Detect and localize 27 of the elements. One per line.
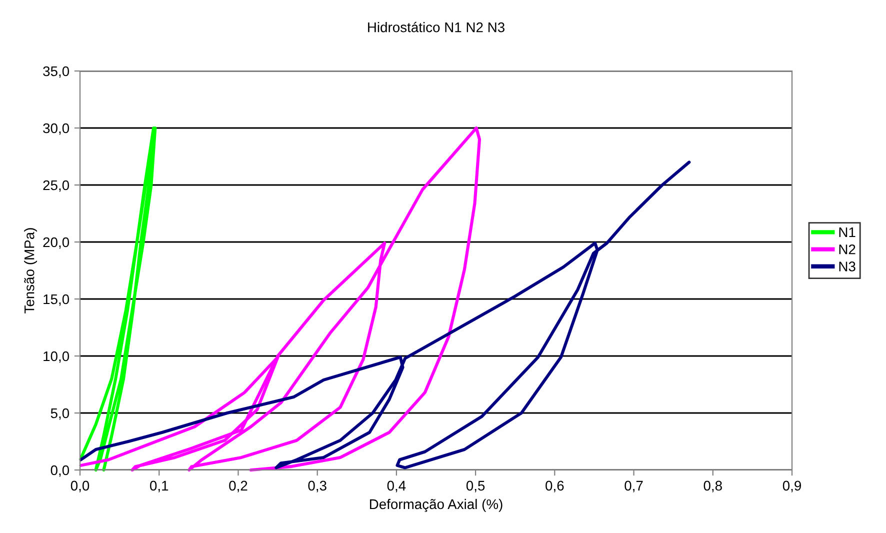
x-tick-label: 0,5 [466, 480, 485, 492]
y-axis-title: Tensão (MPa) [24, 228, 37, 314]
x-tick-label: 0,4 [387, 480, 406, 492]
chart-title: Hidrostático N1 N2 N3 [368, 22, 504, 32]
legend-label: N3 [839, 262, 856, 272]
line-series [79, 160, 691, 470]
y-tick-label: 30,0 [43, 123, 70, 135]
x-tick-label: 0,0 [70, 480, 90, 492]
line-series [79, 126, 157, 472]
legend-label: N1 [839, 227, 856, 238]
y-tick-label: 5,0 [50, 408, 70, 420]
y-tick-label: 10,0 [44, 351, 70, 363]
x-axis-title: Deformação Axial (%) [370, 498, 502, 512]
y-tick-label: 25,0 [43, 180, 70, 192]
x-tick-label: 0,8 [704, 480, 722, 492]
line-series [79, 126, 482, 472]
y-tick-label: 15,0 [44, 294, 70, 306]
y-tick-label: 35,0 [43, 66, 70, 78]
x-tick-label: 0,6 [546, 480, 564, 492]
y-tick-label: 20,0 [43, 237, 70, 249]
legend-label: N2 [839, 244, 856, 254]
x-tick-label: 0,9 [782, 480, 801, 492]
y-tick-label: 0,0 [50, 465, 70, 477]
x-tick-label: 0,1 [150, 480, 168, 492]
x-tick-label: 0,7 [624, 480, 643, 492]
x-tick-label: 0,2 [229, 480, 248, 492]
x-tick-label: 0,3 [308, 480, 326, 492]
